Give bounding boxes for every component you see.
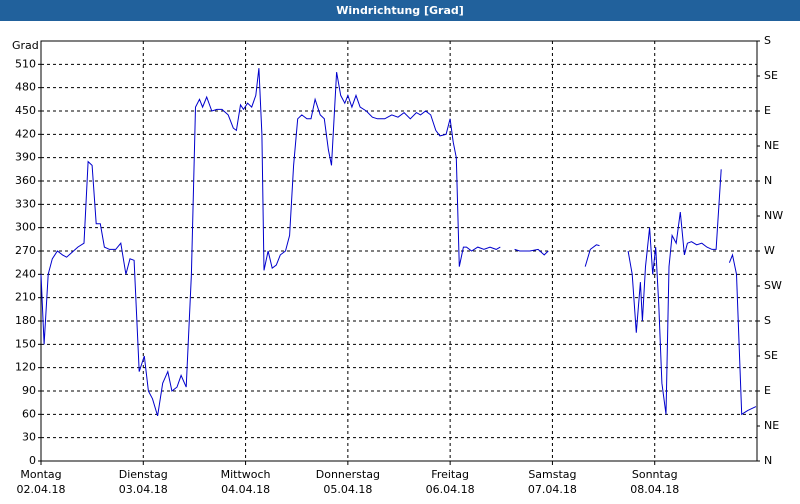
y2-tick-label: NE	[764, 419, 779, 432]
x-tick-date: 06.04.18	[426, 483, 475, 496]
x-tick-label: Freitag	[431, 468, 469, 481]
y2-tick-label: SE	[764, 349, 778, 362]
y2-tick-label: N	[764, 454, 772, 467]
y-tick-label: 0	[29, 454, 36, 467]
y-tick-label: 150	[15, 337, 36, 350]
x-tick-label: Sonntag	[632, 468, 678, 481]
y2-tick-label: W	[764, 244, 775, 257]
y2-tick-label: NW	[764, 209, 783, 222]
y-tick-label: 270	[15, 244, 36, 257]
y-tick-label: 330	[15, 197, 36, 210]
y2-tick-label: S	[764, 34, 771, 47]
y-tick-label: 120	[15, 361, 36, 374]
y-tick-label: 90	[22, 384, 36, 397]
x-tick-label: Donnerstag	[316, 468, 380, 481]
x-tick-label: Mittwoch	[221, 468, 271, 481]
y-tick-label: 30	[22, 431, 36, 444]
y-tick-label: 360	[15, 174, 36, 187]
y2-tick-label: NE	[764, 139, 779, 152]
x-tick-date: 08.04.18	[630, 483, 679, 496]
x-tick-date: 05.04.18	[323, 483, 372, 496]
y-tick-label: 180	[15, 314, 36, 327]
title-bar	[0, 0, 800, 21]
y-tick-label: 300	[15, 221, 36, 234]
y2-tick-label: E	[764, 104, 771, 117]
y-axis-label: Grad	[12, 39, 39, 52]
x-tick-date: 03.04.18	[119, 483, 168, 496]
y2-tick-label: N	[764, 174, 772, 187]
x-tick-date: 07.04.18	[528, 483, 577, 496]
y-tick-label: 390	[15, 151, 36, 164]
x-tick-date: 04.04.18	[221, 483, 270, 496]
x-tick-label: Dienstag	[119, 468, 168, 481]
y-tick-label: 240	[15, 267, 36, 280]
y-tick-label: 420	[15, 127, 36, 140]
y2-tick-label: SW	[764, 279, 782, 292]
y2-tick-label: SE	[764, 69, 778, 82]
chart-title: Windrichtung [Grad]	[336, 4, 464, 17]
data-line	[40, 68, 757, 417]
y-tick-label: 510	[15, 57, 36, 70]
x-tick-label: Montag	[20, 468, 61, 481]
y-tick-label: 60	[22, 407, 36, 420]
x-tick-date: 02.04.18	[17, 483, 66, 496]
y2-tick-label: E	[764, 384, 771, 397]
y-tick-label: 450	[15, 104, 36, 117]
x-tick-label: Samstag	[528, 468, 576, 481]
y-tick-label: 480	[15, 81, 36, 94]
y2-tick-label: S	[764, 314, 771, 327]
y-tick-label: 210	[15, 291, 36, 304]
